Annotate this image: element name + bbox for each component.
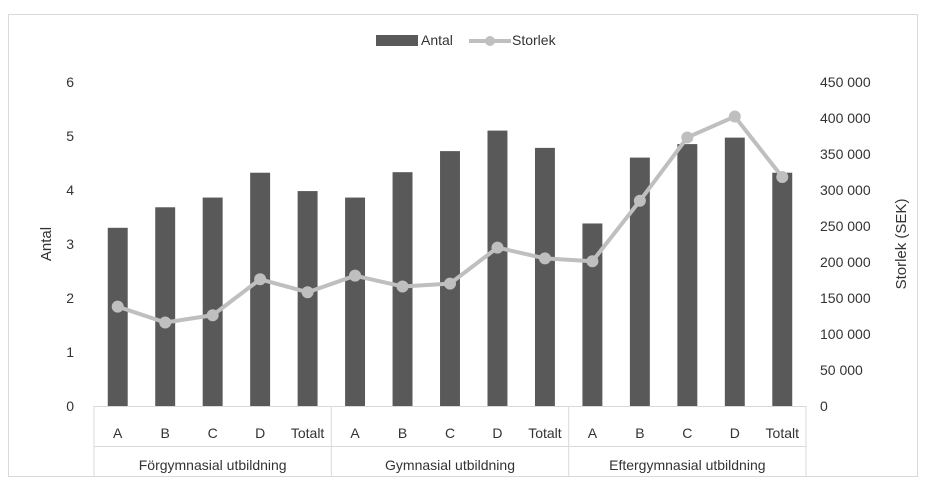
left-tick-label: 2 [66, 290, 74, 306]
category-tick-label: C [445, 425, 455, 441]
category-tick-label: A [588, 425, 598, 441]
bar [772, 172, 793, 406]
right-tick-label: 300 000 [820, 182, 871, 198]
bar [487, 130, 508, 406]
storlek-marker [111, 300, 124, 313]
right-tick-label: 350 000 [820, 146, 871, 162]
left-tick-label: 3 [66, 236, 74, 252]
group-label: Gymnasial utbildning [385, 457, 515, 473]
bar [250, 172, 271, 406]
storlek-marker [396, 280, 409, 293]
right-tick-label: 150 000 [820, 290, 871, 306]
legend-label-storlek: Storlek [512, 32, 557, 48]
category-tick-label: D [492, 425, 502, 441]
category-tick-label: C [208, 425, 218, 441]
storlek-marker [538, 252, 551, 265]
bar [297, 191, 318, 406]
bar [155, 207, 176, 406]
category-tick-label: Totalt [528, 425, 562, 441]
right-tick-label: 400 000 [820, 110, 871, 126]
storlek-marker [491, 241, 504, 254]
storlek-marker [349, 269, 362, 282]
right-axis-title: Storlek (SEK) [893, 199, 910, 290]
storlek-marker [681, 131, 694, 144]
storlek-marker [159, 316, 172, 329]
storlek-marker [586, 255, 599, 268]
chart-border [8, 14, 918, 477]
category-tick-label: Totalt [766, 425, 800, 441]
left-axis-ticks: 0 1 2 3 4 5 6 [66, 74, 74, 414]
storlek-marker [776, 171, 789, 184]
bar [107, 227, 128, 406]
bar [202, 197, 223, 406]
right-tick-label: 0 [820, 398, 828, 414]
bar [629, 157, 650, 406]
left-tick-label: 4 [66, 182, 74, 198]
storlek-marker [254, 273, 267, 286]
category-tick-label: Totalt [291, 425, 325, 441]
right-tick-label: 100 000 [820, 326, 871, 342]
storlek-marker [444, 277, 456, 290]
category-tick-label: B [635, 425, 644, 441]
bar [345, 197, 366, 406]
left-tick-label: 6 [66, 74, 74, 90]
storlek-marker [206, 309, 219, 322]
bar [534, 147, 555, 406]
category-tick-label: D [730, 425, 740, 441]
group-label: Eftergymnasial utbildning [609, 457, 765, 473]
right-axis-ticks: 0 50 000 100 000 150 000 200 000 250 000 300 0… [820, 74, 871, 414]
category-tick-label: A [350, 425, 360, 441]
bar-series [107, 130, 793, 406]
right-tick-label: 250 000 [820, 218, 871, 234]
left-tick-label: 0 [66, 398, 74, 414]
line-series [111, 110, 789, 329]
storlek-marker [633, 194, 646, 207]
left-axis-title: Antal [38, 227, 55, 261]
category-tick-label: B [161, 425, 170, 441]
left-tick-label: 1 [66, 344, 74, 360]
bar [582, 223, 603, 406]
legend: Antal Storlek [376, 32, 557, 48]
bar [677, 144, 698, 406]
right-tick-label: 50 000 [820, 362, 863, 378]
left-tick-label: 5 [66, 128, 74, 144]
legend-label-antal: Antal [421, 32, 453, 48]
bar [724, 137, 745, 406]
storlek-marker [301, 286, 314, 299]
legend-marker-storlek [485, 36, 495, 46]
category-tick-label: C [682, 425, 692, 441]
right-tick-label: 450 000 [820, 74, 871, 90]
legend-swatch-antal [376, 35, 418, 46]
category-tick-label: B [398, 425, 407, 441]
category-tick-label: A [113, 425, 123, 441]
category-tick-label: D [255, 425, 265, 441]
category-axis [93, 406, 807, 476]
group-label: Förgymnasial utbildning [139, 457, 287, 473]
storlek-marker [728, 110, 741, 123]
right-tick-label: 200 000 [820, 254, 871, 270]
